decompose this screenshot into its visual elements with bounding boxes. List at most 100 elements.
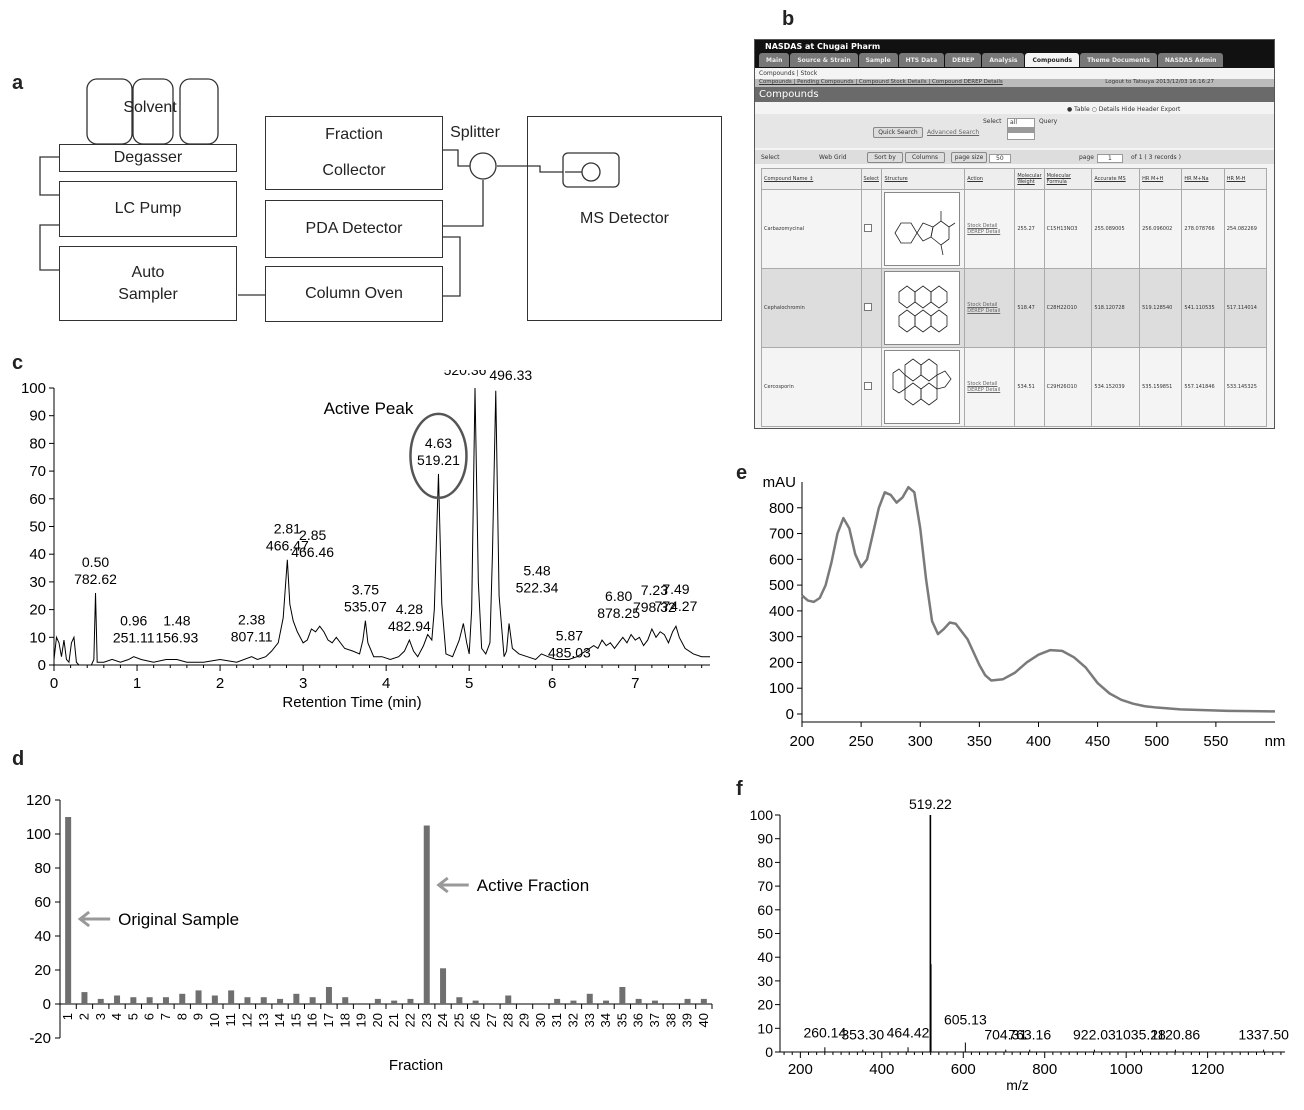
ms-peak-label: 922.03 (1073, 1027, 1116, 1043)
select-value: all (1010, 119, 1018, 126)
peak-rt-label: 4.28 (396, 601, 423, 617)
peak-rt-label: 3.75 (352, 582, 379, 598)
peak-mz-label: 156.93 (155, 629, 198, 645)
x-tick-label: 27 (484, 1013, 499, 1027)
nasdas-toolbar: Select Web Grid Sort by Columns page siz… (755, 150, 1274, 164)
tube-pump-sampler (39, 224, 59, 271)
stock-detail-link[interactable]: Stock Detail (967, 381, 998, 387)
col-header[interactable]: HR M+H (1139, 168, 1183, 190)
structure-drawing (899, 285, 948, 333)
tab-analysis[interactable]: Analysis (982, 53, 1025, 67)
peak-mz-label: 782.62 (74, 571, 117, 587)
table-row: Carbazomycinal Stock Detail DEREP Detail … (761, 189, 1268, 269)
advanced-search-link[interactable]: Advanced Search (927, 129, 980, 136)
cell-hr-mh: 535.159851 (1139, 347, 1183, 427)
fraction-bar (244, 997, 251, 1004)
fraction-bar (277, 998, 284, 1004)
x-tick-label: 3 (93, 1013, 108, 1020)
y-tick-label: 10 (29, 629, 46, 646)
derep-detail-link[interactable]: DEREP Detail (967, 387, 1001, 393)
col-header[interactable]: Molecular Weight (1014, 168, 1045, 190)
x-tick-label: 37 (647, 1013, 662, 1027)
tab-hts-data[interactable]: HTS Data (898, 53, 945, 67)
fraction-bar (684, 998, 691, 1004)
toolbar-grid[interactable]: Web Grid (819, 154, 847, 161)
quick-search-button[interactable]: Quick Search (873, 127, 923, 138)
cell-hr-m-h: 254.082269 (1223, 189, 1268, 269)
x-tick-label: 1000 (1109, 1061, 1142, 1078)
derep-detail-link[interactable]: DEREP Detail (967, 229, 1001, 235)
x-tick-label: 17 (321, 1013, 336, 1027)
stock-detail-link[interactable]: Stock Detail (967, 302, 998, 308)
nasdas-logout[interactable]: Logout to Tatsuya 2013/12/03 16:16:27 (1105, 79, 1214, 85)
peak-rt-label: 7.23 (641, 582, 668, 598)
nasdas-sublinks[interactable]: Compounds | Pending Compounds | Compound… (759, 79, 1003, 85)
tab-theme-documents[interactable]: Theme Documents (1080, 53, 1157, 67)
ms-peak-label: 260.14 (803, 1024, 846, 1040)
auto-sampler-box: Auto Sampler (59, 246, 237, 321)
tube-splitter-ms (497, 165, 565, 173)
peak-mz-label: 251.11 (113, 629, 155, 645)
row-checkbox[interactable] (863, 382, 872, 390)
tab-derep[interactable]: DEREP (945, 53, 982, 67)
cell-mw: 255.27 (1014, 189, 1045, 269)
fraction-bar (700, 998, 707, 1004)
fraction-bar (391, 1000, 398, 1004)
nasdas-view-options[interactable]: ● Table ○ Details Hide Header Export (1067, 106, 1181, 113)
derep-detail-link[interactable]: DEREP Detail (967, 308, 1001, 314)
chromatogram-trace (53, 387, 710, 666)
fraction-bar (472, 1000, 479, 1004)
toolbar-select[interactable]: Select (761, 154, 780, 161)
tab-sample[interactable]: Sample (858, 53, 898, 67)
col-header[interactable]: Compound Name ↕ (761, 168, 862, 190)
tab-main[interactable]: Main (759, 53, 790, 67)
fraction-bar (603, 1000, 610, 1004)
stock-detail-link[interactable]: Stock Detail (967, 223, 998, 229)
table-row: Cephalochromin Stock Detail DEREP Detail … (761, 268, 1268, 348)
fraction-bar (309, 997, 316, 1004)
fraction-bar (423, 825, 430, 1004)
y-tick-label: 120 (26, 792, 51, 809)
columns-button[interactable]: Columns (905, 152, 945, 163)
col-header[interactable]: Molecular Formula (1043, 168, 1093, 190)
x-tick-label: 39 (680, 1013, 695, 1027)
select-highlight (1008, 127, 1034, 133)
fraction-bar (570, 1000, 577, 1004)
query-label: Query (1039, 118, 1058, 125)
x-tick-label: 550 (1203, 733, 1228, 750)
y-tick-label: 0 (43, 996, 51, 1013)
tab-nasdas-admin[interactable]: NASDAS Admin (1157, 53, 1224, 67)
sort-by-button[interactable]: Sort by (867, 152, 903, 163)
fraction-bar (325, 987, 332, 1004)
x-axis-label: nm (1265, 733, 1286, 750)
tab-compounds[interactable]: Compounds (1025, 53, 1080, 67)
x-tick-label: 21 (386, 1013, 401, 1027)
row-checkbox[interactable] (863, 224, 872, 232)
cell-hr-mna: 541.110535 (1181, 268, 1225, 348)
fraction-bar (407, 998, 414, 1004)
page-value[interactable]: 1 (1097, 154, 1123, 163)
compound-name: Cephalochromin (761, 268, 862, 348)
x-tick-label: 600 (951, 1061, 976, 1078)
cell-mw: 518.47 (1014, 268, 1045, 348)
x-tick-label: 25 (451, 1013, 466, 1027)
y-tick-label: -20 (29, 1030, 51, 1047)
col-header[interactable]: Select (860, 168, 883, 190)
x-tick-label: 31 (549, 1013, 564, 1027)
cell-formula: C15H13NO3 (1043, 189, 1093, 269)
y-tick-label: 30 (757, 973, 773, 989)
peak-mz-label: 535.07 (344, 599, 387, 615)
page-size-button[interactable]: page size (951, 152, 987, 163)
x-tick-label: 29 (517, 1013, 532, 1027)
peak-mz-label: 466.47 (266, 538, 309, 554)
col-header[interactable]: HR M+Na (1181, 168, 1225, 190)
row-checkbox[interactable] (863, 303, 872, 311)
tube-fraction-splitter (443, 149, 470, 167)
col-header[interactable]: HR M-H (1223, 168, 1268, 190)
page-size-value[interactable]: 50 (989, 154, 1011, 163)
select-listbox[interactable]: all (1007, 118, 1035, 140)
nasdas-breadcrumb: Compounds | Stock (759, 70, 818, 77)
peak-rt-label: 2.38 (238, 612, 265, 628)
col-header[interactable]: Accurate MS (1091, 168, 1141, 190)
tab-source-strain[interactable]: Source & Strain (790, 53, 858, 67)
